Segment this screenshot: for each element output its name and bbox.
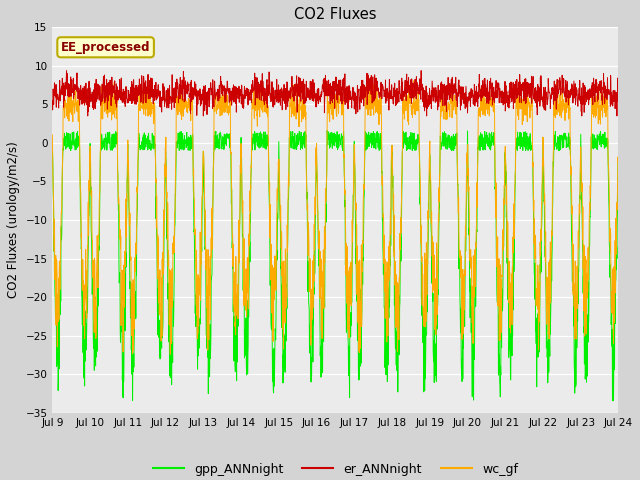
gpp_ANNnight [352, 261, 360, 266]
er_ANNnight [417, 68, 425, 73]
gpp_ANNnight [364, 141, 372, 146]
er_ANNnight [614, 98, 622, 104]
wc_gf [410, 78, 418, 84]
er_ANNnight [84, 113, 92, 119]
wc_gf [614, 160, 622, 166]
er_ANNnight [500, 97, 508, 103]
Line: er_ANNnight: er_ANNnight [52, 71, 618, 116]
wc_gf [49, 132, 56, 138]
gpp_ANNnight [206, 322, 214, 328]
gpp_ANNnight [564, 140, 572, 145]
wc_gf [166, 351, 174, 357]
er_ANNnight [49, 98, 56, 104]
er_ANNnight [364, 73, 372, 79]
gpp_ANNnight [580, 324, 588, 330]
wc_gf [565, 116, 573, 122]
gpp_ANNnight [609, 398, 616, 404]
Text: EE_processed: EE_processed [61, 41, 150, 54]
er_ANNnight [352, 111, 360, 117]
gpp_ANNnight [49, 149, 56, 155]
Legend: gpp_ANNnight, er_ANNnight, wc_gf: gpp_ANNnight, er_ANNnight, wc_gf [148, 457, 523, 480]
wc_gf [580, 243, 588, 249]
Line: gpp_ANNnight: gpp_ANNnight [52, 131, 618, 401]
er_ANNnight [565, 87, 573, 93]
wc_gf [364, 96, 372, 102]
er_ANNnight [580, 97, 588, 103]
er_ANNnight [207, 86, 214, 92]
wc_gf [207, 317, 214, 323]
Title: CO2 Fluxes: CO2 Fluxes [294, 7, 377, 22]
gpp_ANNnight [614, 155, 622, 161]
Line: wc_gf: wc_gf [52, 81, 618, 354]
gpp_ANNnight [500, 225, 508, 231]
wc_gf [352, 206, 360, 212]
wc_gf [500, 182, 508, 188]
gpp_ANNnight [323, 128, 331, 133]
Y-axis label: CO2 Fluxes (urology/m2/s): CO2 Fluxes (urology/m2/s) [7, 142, 20, 299]
